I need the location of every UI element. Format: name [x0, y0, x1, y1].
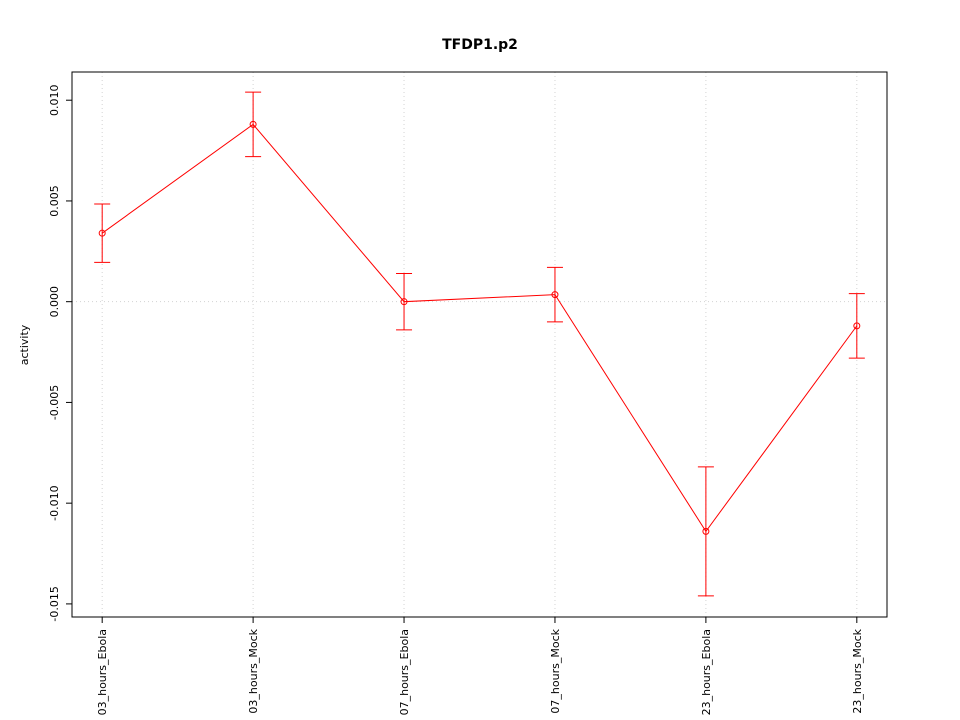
y-axis-label: activity	[18, 324, 31, 365]
y-tick-label: 0.000	[48, 286, 61, 318]
error-bar	[848, 293, 865, 359]
point	[702, 527, 710, 535]
error-bar	[396, 272, 413, 331]
error-bar	[94, 203, 111, 263]
point	[400, 298, 408, 306]
point	[551, 291, 559, 299]
series-line	[101, 123, 858, 533]
y-tick-label: -0.010	[48, 485, 61, 520]
x-tick-label: 03_hours_Mock	[247, 628, 260, 713]
y-tick-label: -0.005	[48, 385, 61, 420]
plot-frame	[71, 71, 888, 618]
x-tick-label: 23_hours_Mock	[851, 628, 864, 713]
y-tick-label: -0.015	[48, 586, 61, 621]
x-tick-label: 23_hours_Ebola	[700, 629, 713, 715]
point	[853, 322, 861, 330]
x-tick-label: 07_hours_Mock	[549, 628, 562, 713]
point	[98, 229, 106, 237]
y-tick-label: 0.005	[48, 185, 61, 217]
x-tick-label: 07_hours_Ebola	[398, 629, 411, 715]
error-bar	[546, 266, 563, 323]
point	[249, 120, 257, 128]
error-bar	[697, 466, 714, 597]
chart-title: TFDP1.p2	[442, 37, 518, 53]
error-bar	[245, 91, 262, 158]
x-tick-label: 03_hours_Ebola	[96, 629, 109, 715]
y-tick-label: 0.010	[48, 84, 61, 116]
